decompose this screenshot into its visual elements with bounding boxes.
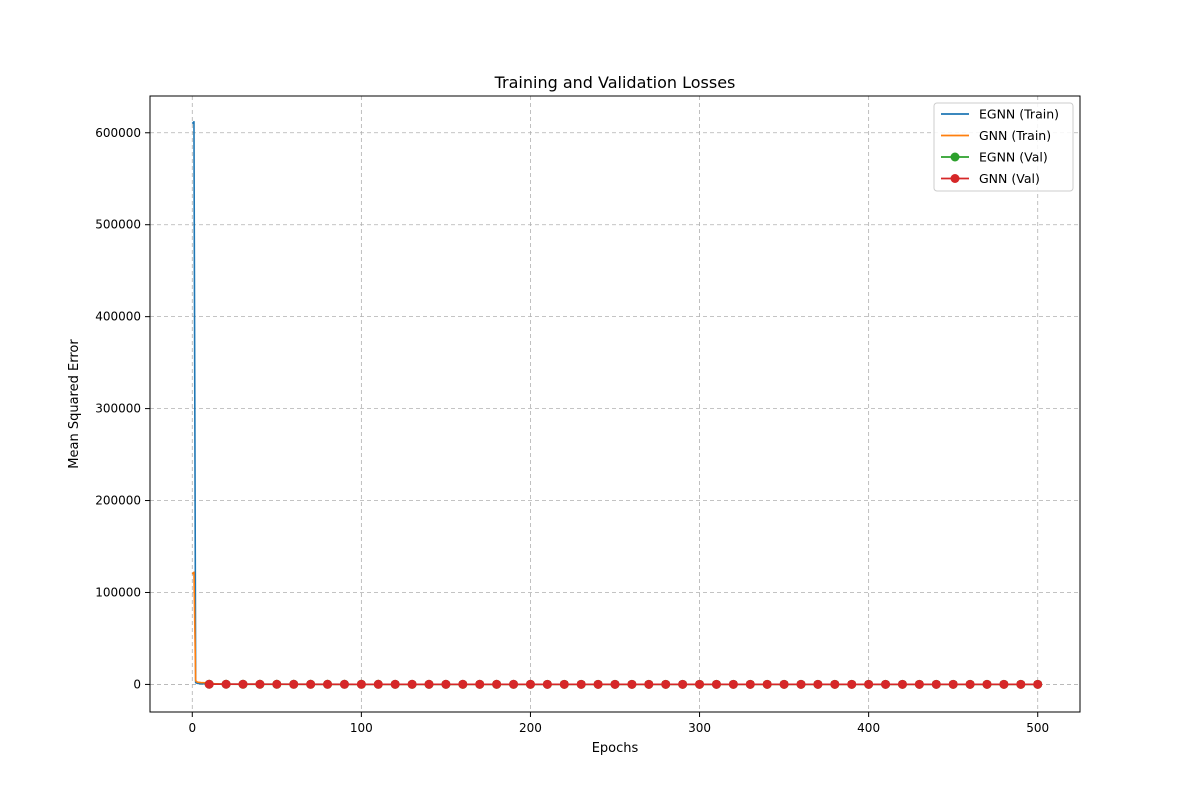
legend: EGNN (Train) GNN (Train) EGNN (Val) GNN (Va… xyxy=(934,103,1073,191)
x-tick-label: 500 xyxy=(1026,721,1049,735)
legend-label: GNN (Val) xyxy=(979,171,1040,186)
y-tick-label: 400000 xyxy=(95,310,141,324)
data-point-gnn-val xyxy=(526,680,535,689)
x-tick-label: 300 xyxy=(688,721,711,735)
legend-marker xyxy=(951,153,960,162)
data-point-gnn-val xyxy=(949,680,958,689)
legend-marker xyxy=(951,174,960,183)
data-point-gnn-val xyxy=(323,680,332,689)
data-point-gnn-val xyxy=(915,680,924,689)
series-egnn-train xyxy=(192,122,1037,685)
data-point-gnn-val xyxy=(594,680,603,689)
data-point-gnn-val xyxy=(543,680,552,689)
data-point-gnn-val xyxy=(847,680,856,689)
data-point-gnn-val xyxy=(763,680,772,689)
data-point-gnn-val xyxy=(1033,680,1042,689)
series-line-egnn-train xyxy=(192,122,1037,685)
y-tick-label: 200000 xyxy=(95,494,141,508)
x-tick-label: 200 xyxy=(519,721,542,735)
data-point-gnn-val xyxy=(357,680,366,689)
data-point-gnn-val xyxy=(408,680,417,689)
data-point-gnn-val xyxy=(560,680,569,689)
data-point-gnn-val xyxy=(898,680,907,689)
series-gnn-train xyxy=(192,572,1037,684)
legend-label: GNN (Train) xyxy=(979,128,1051,143)
data-point-gnn-val xyxy=(391,680,400,689)
data-point-gnn-val xyxy=(222,680,231,689)
series-layer xyxy=(192,122,1042,689)
chart-title: Training and Validation Losses xyxy=(494,73,736,92)
axis-ticks: 0 100 200 300 400 500 0 100000 200000 300000 40000… xyxy=(95,126,1049,735)
data-point-gnn-val xyxy=(475,680,484,689)
data-point-gnn-val xyxy=(509,680,518,689)
data-point-gnn-val xyxy=(289,680,298,689)
x-tick-label: 0 xyxy=(188,721,196,735)
y-tick-label: 0 xyxy=(133,677,141,691)
data-point-gnn-val xyxy=(881,680,890,689)
data-point-gnn-val xyxy=(340,680,349,689)
data-point-gnn-val xyxy=(272,680,281,689)
data-point-gnn-val xyxy=(577,680,586,689)
data-point-gnn-val xyxy=(1016,680,1025,689)
data-point-gnn-val xyxy=(205,680,214,689)
data-point-gnn-val xyxy=(458,680,467,689)
data-point-gnn-val xyxy=(425,680,434,689)
x-tick-label: 400 xyxy=(857,721,880,735)
data-point-gnn-val xyxy=(306,680,315,689)
data-point-gnn-val xyxy=(611,680,620,689)
series-line-gnn-train xyxy=(192,572,1037,684)
data-point-gnn-val xyxy=(627,680,636,689)
data-point-gnn-val xyxy=(746,680,755,689)
data-point-gnn-val xyxy=(813,680,822,689)
y-axis-label: Mean Squared Error xyxy=(67,339,82,469)
data-point-gnn-val xyxy=(864,680,873,689)
data-point-gnn-val xyxy=(492,680,501,689)
data-point-gnn-val xyxy=(695,680,704,689)
x-tick-label: 100 xyxy=(350,721,373,735)
data-point-gnn-val xyxy=(712,680,721,689)
data-point-gnn-val xyxy=(255,680,264,689)
series-gnn-val xyxy=(205,680,1043,689)
y-tick-label: 600000 xyxy=(95,126,141,140)
data-point-gnn-val xyxy=(780,680,789,689)
y-tick-label: 300000 xyxy=(95,402,141,416)
data-point-gnn-val xyxy=(644,680,653,689)
legend-label: EGNN (Val) xyxy=(979,150,1048,165)
data-point-gnn-val xyxy=(729,680,738,689)
y-tick-label: 100000 xyxy=(95,585,141,599)
data-point-gnn-val xyxy=(983,680,992,689)
data-point-gnn-val xyxy=(661,680,670,689)
data-point-gnn-val xyxy=(441,680,450,689)
x-axis-label: Epochs xyxy=(592,741,639,756)
y-tick-label: 500000 xyxy=(95,218,141,232)
data-point-gnn-val xyxy=(932,680,941,689)
data-point-gnn-val xyxy=(999,680,1008,689)
data-point-gnn-val xyxy=(374,680,383,689)
data-point-gnn-val xyxy=(239,680,248,689)
data-point-gnn-val xyxy=(966,680,975,689)
data-point-gnn-val xyxy=(678,680,687,689)
legend-label: EGNN (Train) xyxy=(979,107,1059,122)
data-point-gnn-val xyxy=(830,680,839,689)
data-point-gnn-val xyxy=(797,680,806,689)
